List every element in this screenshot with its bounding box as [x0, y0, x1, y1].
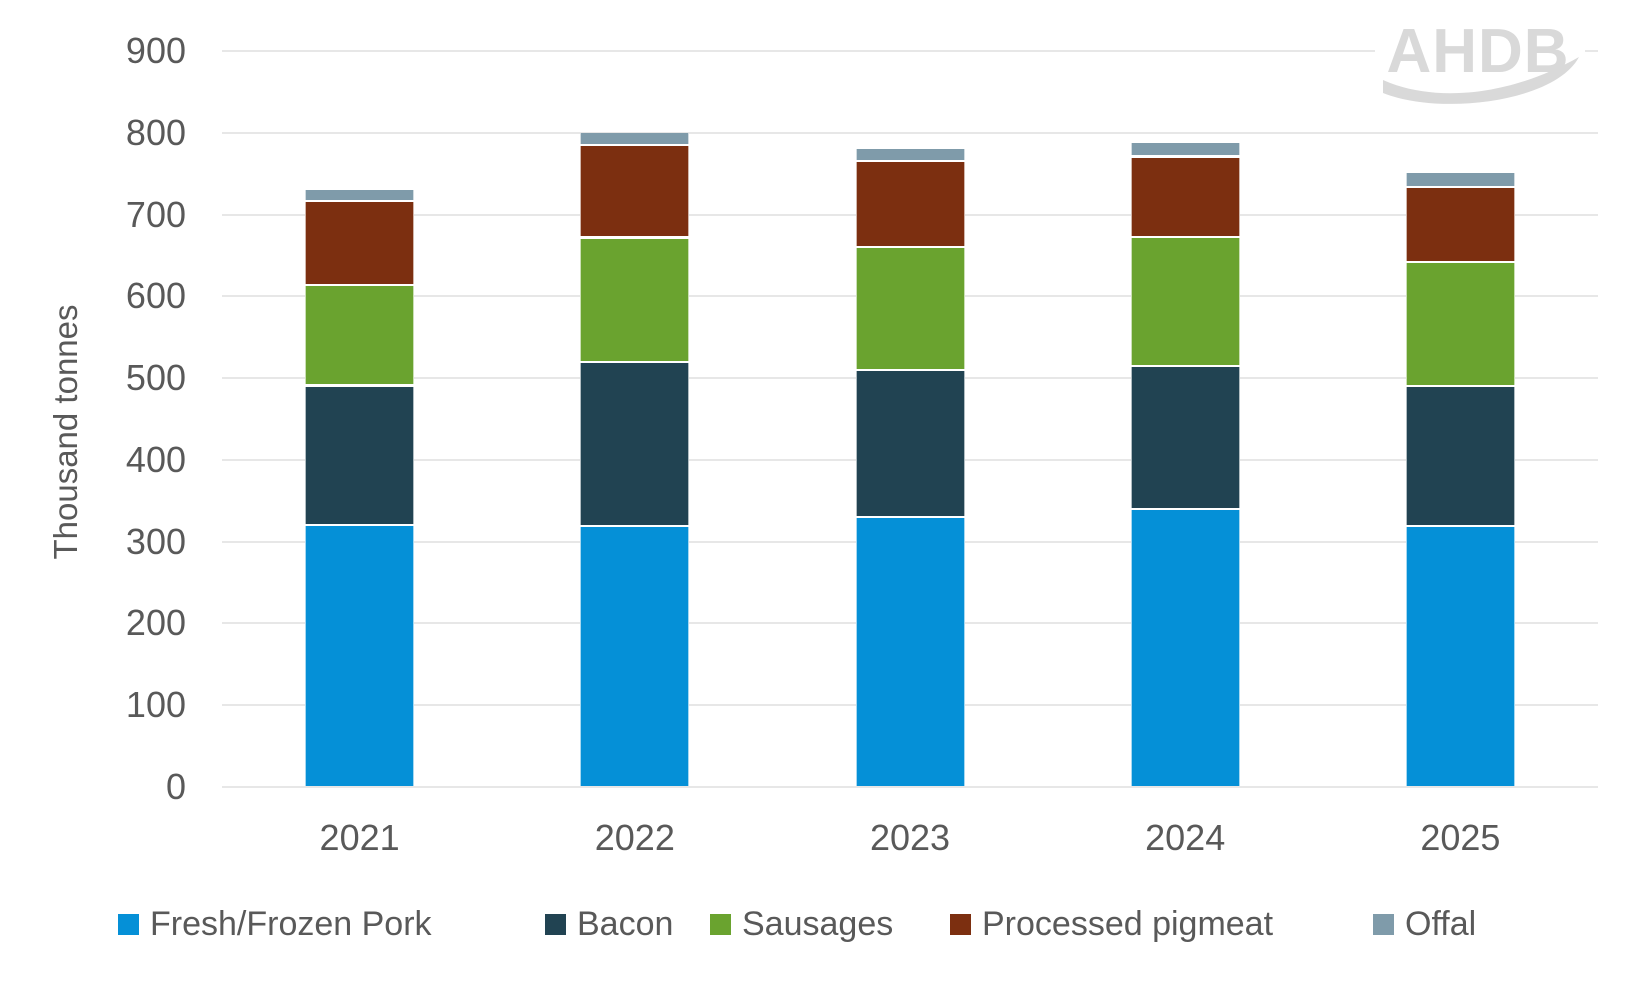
bar-segment-sausages-2025	[1405, 263, 1515, 385]
bar-segment-bacon-2024	[1130, 366, 1240, 508]
legend-swatch	[545, 913, 566, 935]
legend-swatch	[118, 913, 139, 935]
y-tick-label: 800	[125, 111, 186, 153]
ahdb-logo-swoosh	[1383, 57, 1579, 104]
y-axis-title: Thousand tonnes	[47, 304, 84, 560]
bar-segment-offal-2023	[855, 149, 965, 161]
bar-segment-processed-pigmeat-2025	[1405, 187, 1515, 261]
bar-segment-processed-pigmeat-2021	[305, 201, 415, 284]
bar-segment-bacon-2021	[305, 386, 415, 524]
gridline-0	[222, 786, 1598, 788]
bar-segment-bacon-2025	[1405, 386, 1515, 526]
bar-segment-processed-pigmeat-2022	[580, 146, 690, 237]
legend-item-processed-pigmeat: Processed pigmeat	[950, 902, 1273, 946]
legend-item-sausages: Sausages	[710, 902, 893, 946]
bar-segment-sausages-2021	[305, 285, 415, 385]
x-tick-label-2024: 2024	[1145, 817, 1226, 858]
bar-segment-fresh-frozen-pork-2023	[855, 518, 965, 786]
gridline-900	[222, 50, 1598, 52]
legend-swatch	[710, 913, 731, 935]
bar-segment-offal-2024	[1130, 142, 1240, 156]
y-tick-label: 300	[125, 520, 186, 562]
ahdb-logo-text: AHDB	[1386, 17, 1569, 86]
bar-segment-bacon-2022	[580, 362, 690, 526]
legend-item-offal: Offal	[1373, 902, 1476, 946]
legend-label: Bacon	[577, 904, 674, 943]
x-tick-label-2021: 2021	[319, 817, 400, 858]
ahdb-logo-graphic: AHDB	[1383, 17, 1579, 104]
legend-label: Offal	[1405, 904, 1477, 943]
gridline-800	[222, 131, 1598, 134]
y-tick-label: 500	[125, 357, 186, 399]
bar-segment-offal-2021	[305, 190, 415, 200]
bar-segment-sausages-2022	[580, 238, 690, 361]
bar-segment-fresh-frozen-pork-2025	[1405, 527, 1515, 786]
bar-segment-processed-pigmeat-2023	[855, 162, 965, 247]
bar-segment-fresh-frozen-pork-2024	[1130, 510, 1240, 786]
bar-segment-offal-2022	[580, 133, 690, 145]
legend-label: Processed pigmeat	[982, 904, 1274, 943]
x-tick-label-2022: 2022	[594, 817, 675, 858]
y-tick-label: 900	[125, 30, 186, 71]
x-tick-label-2025: 2025	[1420, 817, 1501, 858]
legend-swatch	[1373, 913, 1394, 935]
bar-segment-processed-pigmeat-2024	[1130, 157, 1240, 236]
legend-item-fresh-frozen-pork: Fresh/Frozen Pork	[118, 902, 432, 946]
y-tick-label: 0	[165, 766, 186, 807]
bar-segment-fresh-frozen-pork-2022	[580, 527, 690, 786]
y-tick-label: 100	[125, 684, 186, 726]
legend-item-bacon: Bacon	[545, 902, 673, 946]
y-tick-label: 200	[125, 602, 186, 644]
legend-swatch	[950, 913, 971, 935]
bar-segment-offal-2025	[1405, 173, 1515, 186]
y-tick-label: 700	[125, 193, 186, 235]
y-tick-label: 400	[125, 438, 186, 480]
bar-segment-sausages-2024	[1130, 237, 1240, 365]
ahdb-logo: AHDB	[1375, 10, 1585, 116]
x-tick-label-2023: 2023	[869, 817, 951, 858]
bar-segment-sausages-2023	[855, 248, 965, 369]
legend-label: Sausages	[742, 904, 894, 943]
legend-label: Fresh/Frozen Pork	[150, 904, 432, 943]
bar-segment-bacon-2023	[855, 370, 965, 517]
bar-segment-fresh-frozen-pork-2021	[305, 525, 415, 786]
y-tick-label: 600	[125, 275, 186, 317]
